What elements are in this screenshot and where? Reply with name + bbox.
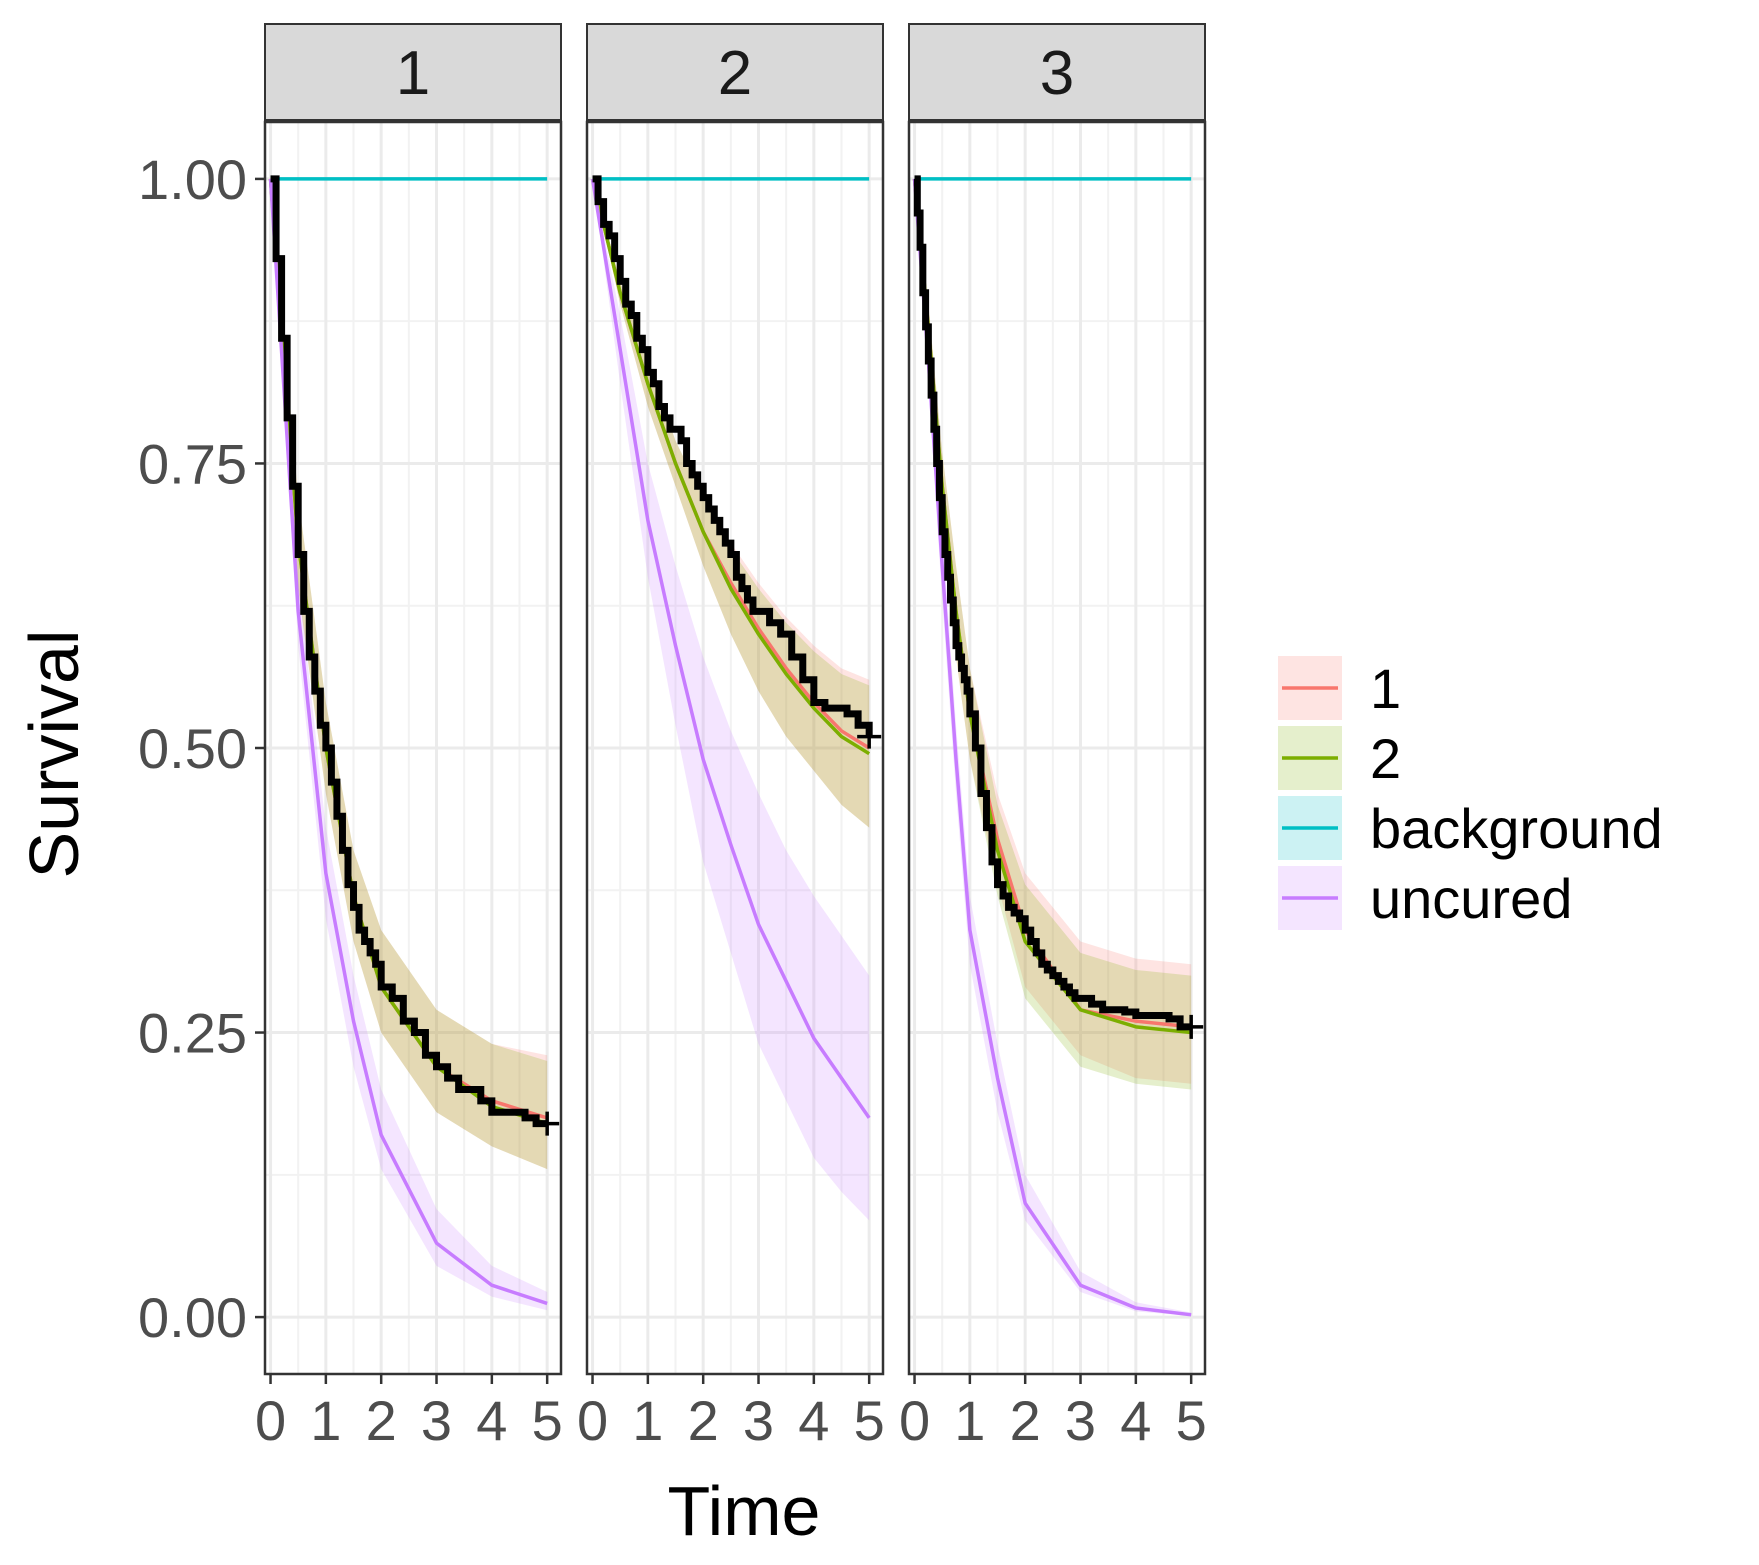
km-curve <box>913 175 1192 1031</box>
censor-mark <box>535 1111 560 1136</box>
x-tick-label: 1 <box>954 1389 985 1452</box>
facet-panel-3: 3 <box>907 23 1207 1376</box>
y-tick-label: 0.50 <box>138 717 247 780</box>
x-tick-label: 0 <box>577 1389 608 1452</box>
x-tick-label: 0 <box>255 1389 286 1452</box>
x-tick-label: 4 <box>1120 1389 1151 1452</box>
x-tick-label: 2 <box>366 1389 397 1452</box>
ribbon-1 <box>914 178 1192 1084</box>
facet-strip-label: 3 <box>1040 39 1074 108</box>
y-tick-label: 1.00 <box>138 148 247 211</box>
facet-panel-2: 2 <box>585 23 885 1376</box>
facet-strip-label: 2 <box>718 39 752 108</box>
censor-mark <box>857 724 882 749</box>
legend-item-background: background <box>1278 796 1663 860</box>
legend-item-1: 1 <box>1278 656 1401 720</box>
y-axis-title: Survival <box>15 630 93 879</box>
x-tick-label: 5 <box>532 1389 563 1452</box>
panel-border <box>907 120 1207 1376</box>
line-2 <box>590 178 871 756</box>
facet-strip <box>264 23 562 121</box>
x-tick-label: 1 <box>632 1389 663 1452</box>
x-tick-label: 4 <box>798 1389 829 1452</box>
x-tick-label: 0 <box>899 1389 930 1452</box>
legend-label: uncured <box>1370 867 1572 930</box>
ribbon-2 <box>270 178 548 1170</box>
facet-panel-1: 1 <box>263 23 563 1376</box>
x-tick-label: 4 <box>476 1389 507 1452</box>
legend-label: 2 <box>1370 727 1401 790</box>
km-curve <box>592 175 873 737</box>
x-axis-title: Time <box>668 1472 821 1550</box>
line-uncured <box>268 178 548 1306</box>
ribbon-2 <box>914 178 1192 1090</box>
legend-label: 1 <box>1370 657 1401 720</box>
panel-border <box>585 120 885 1376</box>
facet-strip <box>586 23 884 121</box>
ribbon-uncured <box>914 178 1192 1316</box>
facet-strip <box>908 23 1206 121</box>
x-tick-label: 1 <box>310 1389 341 1452</box>
x-tick-label: 3 <box>1065 1389 1096 1452</box>
legend-item-uncured: uncured <box>1278 866 1572 930</box>
x-tick-label: 3 <box>743 1389 774 1452</box>
y-tick-label: 0.25 <box>138 1002 247 1065</box>
x-tick-label: 2 <box>1010 1389 1041 1452</box>
y-axis: 0.00 0.25 0.50 0.75 1.00 <box>138 148 265 1349</box>
x-tick-label: 5 <box>1176 1389 1207 1452</box>
line-uncured <box>590 178 871 1119</box>
ribbon-1 <box>270 178 548 1170</box>
legend-item-2: 2 <box>1278 726 1401 790</box>
y-tick-label: 0.00 <box>138 1286 247 1349</box>
censor-mark <box>1179 1014 1204 1039</box>
km-curve <box>270 175 548 1128</box>
x-tick-label: 2 <box>688 1389 719 1452</box>
x-tick-label: 3 <box>421 1389 452 1452</box>
x-tick-label: 5 <box>854 1389 885 1452</box>
legend-label: background <box>1370 797 1663 860</box>
facet-panels: 1 2 3 <box>263 23 1207 1376</box>
y-tick-label: 0.75 <box>138 432 247 495</box>
ribbon-uncured <box>592 178 870 1221</box>
facet-strip-label: 1 <box>396 39 430 108</box>
legend: 1 2 background uncured <box>1278 656 1663 930</box>
